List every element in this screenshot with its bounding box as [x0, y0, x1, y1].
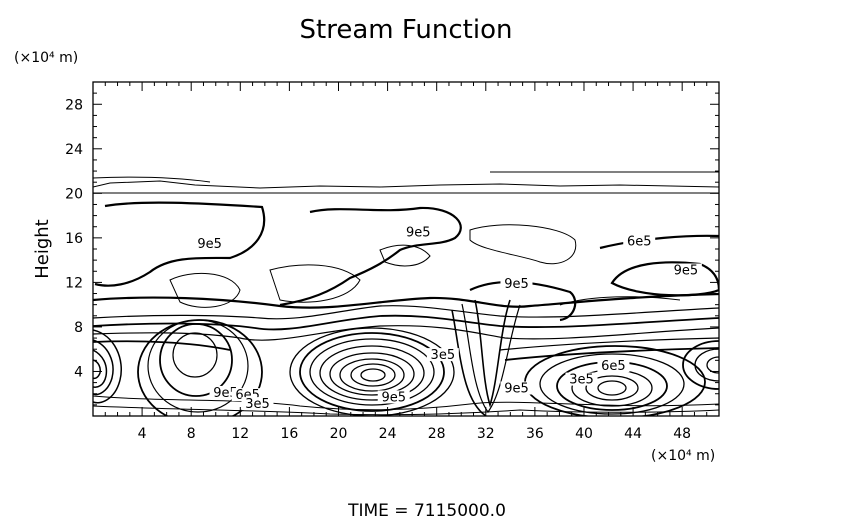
time-label: TIME = 7115000.0: [347, 501, 506, 519]
contour-label-bg: [565, 372, 598, 386]
contour-label: 6e5: [627, 235, 652, 250]
y-tick-label: 12: [65, 275, 83, 291]
contour-label: 3e5: [431, 348, 456, 363]
contour-label-bg: [500, 381, 533, 395]
x-tick-label: 40: [575, 426, 593, 442]
contour-label: 9e5: [504, 277, 529, 292]
x-tick-label: 28: [428, 426, 446, 442]
contour-label: 3e5: [569, 373, 594, 388]
y-tick-label: 8: [74, 320, 83, 336]
y-axis: 4 8 12 16 20 24 28: [65, 92, 719, 406]
y-tick-label: 24: [65, 142, 83, 158]
contour-label: 6e5: [601, 359, 626, 374]
x-tick-label: 24: [379, 426, 397, 442]
contour-label: 9e5: [674, 263, 699, 278]
x-tick-label: 36: [526, 426, 544, 442]
contour-lines: [93, 171, 719, 416]
y-tick-label: 28: [65, 97, 83, 113]
y-tick-label: 20: [65, 186, 83, 202]
contour-label: 9e5: [197, 237, 222, 252]
contour-label-bg: [669, 263, 702, 277]
x-tick-label: 32: [477, 426, 495, 442]
contour-label-bg: [426, 348, 459, 362]
x-tick-label: 20: [330, 426, 348, 442]
contour-label-bg: [500, 276, 533, 290]
x-tick-label: 44: [624, 426, 642, 442]
contour-label-bg: [241, 397, 274, 411]
contour-label: 3e5: [245, 397, 270, 412]
contour-label-bg: [597, 359, 630, 373]
x-tick-label: 48: [673, 426, 691, 442]
x-axis: 4 8 12 16 20 24 28 32 36 40 44 48: [104, 82, 708, 442]
contour-label: 9e5: [504, 382, 529, 397]
y-tick-label: 4: [74, 364, 83, 380]
x-unit-label: (×10⁴ m): [651, 448, 715, 464]
contour-label: 9e5: [406, 226, 431, 241]
contour-label-bg: [623, 234, 656, 248]
x-tick-label: 12: [231, 426, 249, 442]
x-tick-label: 8: [187, 426, 196, 442]
x-tick-label: 16: [280, 426, 298, 442]
contour-label-bg: [402, 225, 435, 239]
contour-label-bg: [377, 390, 410, 404]
y-unit-label: (×10⁴ m): [14, 50, 78, 66]
x-tick-label: 4: [138, 426, 147, 442]
contour-label: 9e5: [381, 390, 406, 405]
y-tick-label: 16: [65, 231, 83, 247]
chart-title: Stream Function: [300, 15, 513, 45]
y-axis-label: Height: [32, 219, 53, 279]
contour-label-bg: [193, 236, 226, 250]
